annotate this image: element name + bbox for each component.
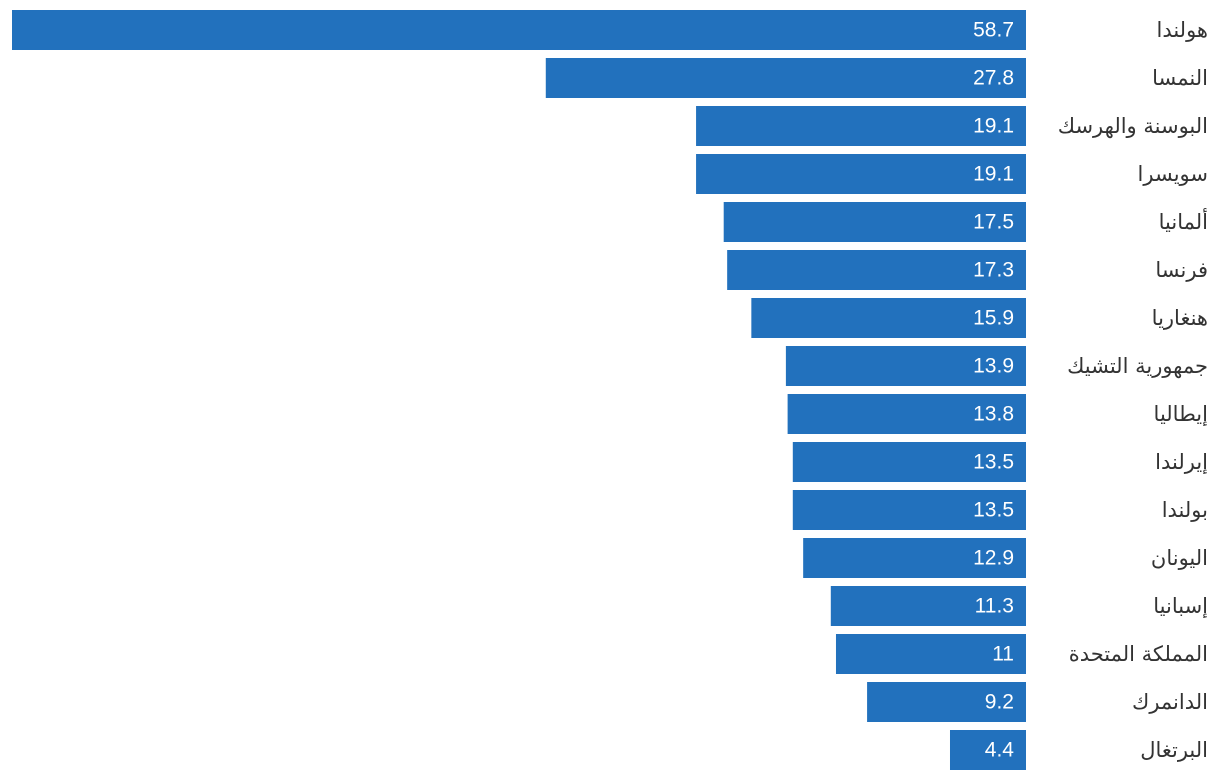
bar xyxy=(787,394,1026,434)
category-label: جمهورية التشيك xyxy=(1067,354,1208,378)
bar xyxy=(545,58,1026,98)
bar-value-label: 13.9 xyxy=(973,355,1014,378)
value-labels-group: 58.7 27.8 19.1 19.1 17.5 17.3 15.9 13.9 13.8 13.5… xyxy=(973,19,1014,762)
category-label: البرتغال xyxy=(1140,738,1208,762)
bar-value-label: 27.8 xyxy=(973,67,1014,90)
category-label: إيرلندا xyxy=(1155,450,1208,475)
bar-value-label: 19.1 xyxy=(973,115,1014,138)
bar-value-label: 11 xyxy=(992,643,1014,666)
bar-value-label: 13.5 xyxy=(973,451,1014,474)
category-label: النمسا xyxy=(1152,66,1208,90)
bar-value-label: 13.8 xyxy=(973,403,1014,426)
bar xyxy=(803,538,1026,578)
bar xyxy=(867,682,1026,722)
category-label: اليونان xyxy=(1151,546,1208,570)
bar xyxy=(830,586,1026,626)
category-label: هنغاريا xyxy=(1152,306,1208,330)
bar-value-label: 17.5 xyxy=(973,211,1014,234)
bar-value-label: 17.3 xyxy=(973,259,1014,282)
category-label: الدانمرك xyxy=(1132,690,1208,714)
category-label: البوسنة والهرسك xyxy=(1058,114,1208,138)
bar-value-label: 13.5 xyxy=(973,499,1014,522)
category-label: المملكة المتحدة xyxy=(1069,642,1208,666)
bar xyxy=(727,250,1026,290)
bar-value-label: 11.3 xyxy=(975,595,1014,618)
bar-value-label: 12.9 xyxy=(973,547,1014,570)
bar-value-label: 9.2 xyxy=(985,691,1014,714)
category-label: بولندا xyxy=(1162,498,1208,522)
bar xyxy=(792,442,1026,482)
bar xyxy=(949,730,1026,770)
bar xyxy=(696,154,1026,194)
category-label: هولندا xyxy=(1156,18,1208,42)
bar xyxy=(792,490,1026,530)
category-label: إسبانيا xyxy=(1153,594,1208,619)
bar xyxy=(751,298,1026,338)
bar xyxy=(785,346,1026,386)
bar xyxy=(723,202,1026,242)
bar xyxy=(835,634,1026,674)
bar-value-label: 58.7 xyxy=(973,19,1014,42)
category-label: فرنسا xyxy=(1155,258,1208,282)
bar-value-label: 19.1 xyxy=(973,163,1014,186)
bar xyxy=(12,10,1026,50)
category-label: سويسرا xyxy=(1138,162,1208,186)
category-labels-group: هولندا النمسا البوسنة والهرسك سويسرا ألمانيا… xyxy=(1058,18,1208,762)
bar xyxy=(696,106,1026,146)
bar-value-label: 15.9 xyxy=(973,307,1014,330)
category-label: إيطاليا xyxy=(1154,402,1208,427)
bars-group xyxy=(12,10,1026,770)
bar-value-label: 4.4 xyxy=(985,739,1015,762)
category-label: ألمانيا xyxy=(1159,208,1208,234)
